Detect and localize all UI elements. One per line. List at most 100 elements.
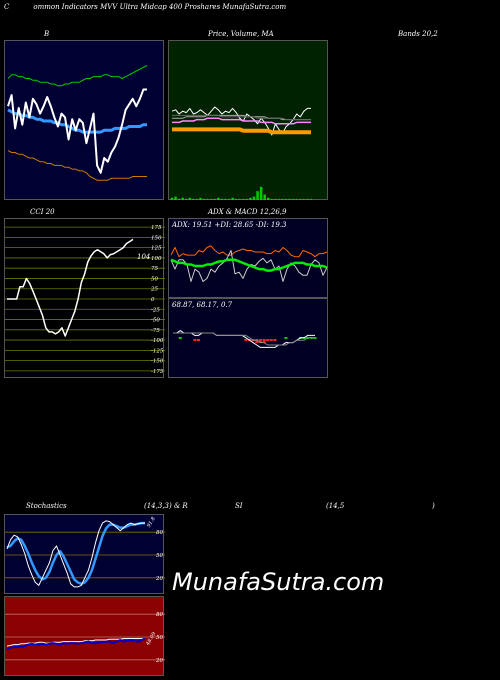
cci-tick-label: 175 bbox=[151, 225, 162, 231]
page-title-c: C bbox=[4, 3, 10, 11]
page-title-rest: ommon Indicators MVV Ultra Midcap 400 Pr… bbox=[33, 3, 287, 11]
volume-bar bbox=[238, 198, 241, 200]
stoch-tick-label: 50 bbox=[156, 553, 163, 559]
rsi-tick-label: 50 bbox=[156, 635, 163, 641]
plus-di-line bbox=[170, 245, 328, 258]
macd-histogram-bar bbox=[284, 337, 288, 339]
macd-histogram-bar bbox=[255, 339, 259, 343]
rsi-tick-label: 80 bbox=[156, 612, 163, 618]
volume-bar bbox=[231, 197, 234, 200]
macd-histogram-bar bbox=[266, 339, 270, 341]
volume-bar bbox=[277, 198, 281, 200]
cci-tick-label: -100 bbox=[151, 338, 164, 344]
volume-bar bbox=[185, 198, 188, 200]
rsi-line bbox=[6, 637, 146, 651]
macd-histogram-bar bbox=[269, 339, 273, 341]
volume-bar bbox=[284, 198, 288, 200]
minus-di-line bbox=[170, 250, 328, 282]
cci-line bbox=[7, 238, 134, 337]
adx-readout: ADX: 19.51 +DI: 28.65 -DI: 19.3 bbox=[172, 221, 287, 229]
bollinger-upper-line bbox=[7, 65, 148, 87]
volume-bar bbox=[195, 198, 199, 200]
volume-bar bbox=[309, 198, 313, 200]
cci-tick-label: 125 bbox=[151, 246, 162, 252]
bollinger-price-line bbox=[7, 88, 147, 174]
macd-signal-line bbox=[173, 332, 315, 346]
macd-panel: 68.87, 68.17, 0.7 bbox=[168, 298, 328, 378]
volume-bar bbox=[242, 198, 245, 200]
macd-histogram-bar bbox=[262, 339, 266, 343]
volume-bar bbox=[306, 198, 309, 200]
volume-bar bbox=[174, 196, 177, 200]
volume-bar bbox=[252, 196, 256, 200]
cci-tick-label: 75 bbox=[151, 266, 158, 272]
adx-macd-label: ADX & MACD 12,26,9 bbox=[208, 208, 287, 216]
macd-histogram-bar bbox=[273, 339, 277, 341]
volume-bar bbox=[210, 198, 213, 200]
bands-label: Bands 20,2 bbox=[398, 30, 438, 38]
cci-tick-label: -175 bbox=[151, 369, 164, 375]
macd-histogram-bar bbox=[197, 339, 200, 341]
volume-bar bbox=[291, 198, 295, 200]
rsi-si-label: SI bbox=[235, 502, 243, 510]
volume-bar bbox=[224, 198, 227, 200]
cci-tick-label: 100 bbox=[151, 256, 162, 262]
price-volume-svg bbox=[170, 106, 313, 200]
volume-bar bbox=[192, 198, 195, 200]
cci-tick-label: -50 bbox=[151, 318, 160, 324]
rsi-close-label: ) bbox=[432, 502, 435, 510]
ma-line-3 bbox=[172, 127, 311, 135]
stoch-current-label: 91.8 bbox=[146, 516, 157, 529]
cci-tick-label: 50 bbox=[151, 276, 158, 282]
cci-tick-label: -25 bbox=[151, 307, 160, 313]
stochastics-svg: 80 50 20 91.8 bbox=[5, 516, 165, 588]
volume-bar bbox=[234, 198, 238, 200]
rsi-tick-label: 20 bbox=[155, 658, 163, 664]
stoch-k-line bbox=[6, 521, 145, 586]
macd-histogram-bar bbox=[193, 339, 197, 341]
ma-line-4 bbox=[172, 117, 311, 125]
volume-bar bbox=[181, 197, 184, 200]
volume-bar bbox=[267, 197, 270, 200]
cci-tick-label: -75 bbox=[151, 328, 160, 334]
stoch-d-line bbox=[6, 520, 145, 588]
stochastics-label: Stochastics bbox=[26, 502, 67, 510]
macd-histogram-bar bbox=[258, 339, 262, 343]
volume-bar bbox=[263, 194, 266, 200]
volume-bar bbox=[199, 197, 202, 200]
volume-bar bbox=[220, 198, 224, 200]
cci-tick-label: 0 bbox=[151, 297, 155, 303]
cci-tick-label: -150 bbox=[151, 359, 164, 365]
volume-bar bbox=[170, 197, 174, 200]
cci-tick-label: 25 bbox=[150, 287, 158, 293]
volume-bar bbox=[256, 191, 259, 200]
volume-bar bbox=[188, 197, 192, 200]
volume-bar bbox=[206, 198, 209, 200]
bollinger-mid-line bbox=[7, 108, 147, 134]
cci-svg: 175 150 125 100 75 50 25 0 -25 -50 -75 -100 -125 -150… bbox=[5, 225, 165, 375]
volume-bar bbox=[213, 198, 216, 200]
cci-panel: 175 150 125 100 75 50 25 0 -25 -50 -75 -100 -125 -150… bbox=[4, 218, 165, 378]
volume-bar bbox=[302, 198, 306, 200]
rsi-signal-line bbox=[6, 638, 145, 647]
cci-tick-label: -125 bbox=[151, 348, 164, 354]
volume-bar bbox=[295, 198, 298, 200]
bollinger-svg bbox=[7, 65, 148, 181]
watermark: MunafaSutra.com bbox=[172, 568, 385, 596]
volume-bar bbox=[274, 198, 277, 200]
stoch-params-label: (14,3,3) & R bbox=[144, 502, 188, 510]
volume-bar bbox=[259, 186, 263, 200]
macd-svg bbox=[173, 330, 317, 348]
volume-bar bbox=[299, 198, 302, 200]
volume-bar bbox=[227, 198, 231, 200]
volume-bar bbox=[217, 197, 220, 200]
adx-panel: ADX: 19.51 +DI: 28.65 -DI: 19.3 bbox=[168, 218, 328, 298]
bollinger-panel bbox=[4, 40, 164, 200]
cci-current-label: 104 bbox=[137, 253, 150, 261]
volume-bar bbox=[288, 198, 291, 200]
volume-bar bbox=[245, 198, 249, 200]
macd-histogram-bar bbox=[178, 337, 182, 339]
adx-svg bbox=[170, 245, 328, 282]
